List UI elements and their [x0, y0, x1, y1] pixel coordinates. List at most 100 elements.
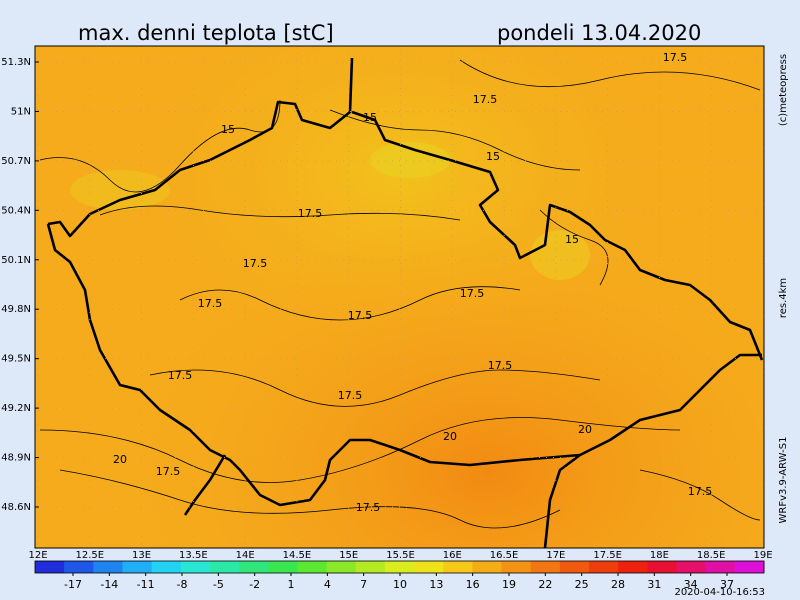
contour-label: 15: [363, 111, 377, 124]
country-border: [46, 57, 764, 549]
colorbar-label: 37: [720, 578, 734, 591]
colorbar-swatch: [297, 561, 328, 573]
resolution: res.4km: [778, 278, 789, 318]
colorbar-label: -14: [100, 578, 118, 591]
colorbar-swatch: [530, 561, 561, 573]
colorbar-label: 13: [429, 578, 443, 591]
colorbar-label: -8: [177, 578, 188, 591]
contour-line: [99, 205, 461, 221]
lat-label: 48.6N: [1, 502, 31, 513]
colorbar-label: -5: [213, 578, 224, 591]
contour-line: [539, 209, 609, 286]
colorbar-swatch: [414, 561, 444, 573]
contour-label: 20: [578, 423, 592, 436]
colorbar-swatch: [151, 561, 182, 573]
colorbar-label: 7: [360, 578, 367, 591]
colorbar-label: 28: [611, 578, 625, 591]
colorbar-swatch: [355, 561, 386, 573]
colorbar-label: 1: [288, 578, 295, 591]
timestamp: 2020-04-10-16:53: [674, 587, 765, 598]
contour-line: [39, 99, 281, 193]
contour-label: 17.5: [168, 369, 193, 382]
contour-line: [179, 286, 521, 321]
contour-label: 17.5: [473, 93, 498, 106]
contour-label: 17.5: [338, 389, 363, 402]
contours: [39, 59, 761, 529]
colorbar-swatch: [472, 561, 503, 573]
contour-label: 17.5: [198, 297, 223, 310]
colorbar-label: 4: [324, 578, 331, 591]
lon-label: 12.5E: [75, 550, 104, 561]
colorbar-swatch: [618, 561, 648, 573]
colorbar-label: 22: [538, 578, 552, 591]
colorbar-label: -2: [249, 578, 260, 591]
colorbar-label: 34: [684, 578, 698, 591]
lon-label: 13.5E: [179, 550, 208, 561]
colorbar-swatch: [35, 561, 65, 573]
colorbar-label: 16: [466, 578, 480, 591]
colorbar-swatch: [676, 561, 707, 573]
contour-label: 17.5: [156, 465, 181, 478]
contour-label: 17.5: [460, 287, 485, 300]
map-date: pondeli 13.04.2020: [497, 21, 701, 45]
contour-line: [149, 369, 601, 407]
colorbar-swatch: [734, 561, 765, 573]
colorbar-label: 25: [575, 578, 589, 591]
colorbar-swatch: [209, 561, 240, 573]
warm-area: [35, 46, 764, 548]
colorbar-swatch: [326, 561, 357, 573]
colorbar-swatch: [239, 561, 269, 573]
contour-label: 15: [221, 123, 235, 136]
lon-label: 15E: [339, 550, 358, 561]
lon-label: 19E: [753, 550, 772, 561]
contour-line: [39, 417, 681, 483]
colorbar-label: -17: [64, 578, 82, 591]
colorbar-label: 31: [647, 578, 661, 591]
colorbar-swatch: [64, 561, 94, 573]
colorbar-swatch: [501, 561, 532, 573]
lat-label: 48.9N: [1, 453, 31, 464]
colorbar-swatch: [122, 561, 153, 573]
lat-label: 51N: [11, 106, 31, 117]
lat-label: 51.3N: [1, 57, 31, 68]
colorbar-label: 19: [502, 578, 516, 591]
contour-label: 17.5: [298, 207, 323, 220]
colorbar-swatch: [443, 561, 473, 573]
contour-label: 17.5: [488, 359, 513, 372]
contour-label: 17.5: [243, 257, 268, 270]
lat-label: 49.8N: [1, 304, 31, 315]
contour-label: 20: [443, 430, 457, 443]
colorbar-swatch: [589, 561, 619, 573]
lon-label: 13E: [132, 550, 151, 561]
cool-spot: [70, 170, 170, 210]
lon-label: 16.5E: [490, 550, 519, 561]
contour-label: 20: [113, 453, 127, 466]
contour-label: 15: [565, 233, 579, 246]
lon-label: 17.5E: [593, 550, 622, 561]
lat-label: 50.7N: [1, 156, 31, 167]
lon-label: 18.5E: [697, 550, 726, 561]
lon-label: 12E: [28, 550, 47, 561]
copyright: (c)meteopress: [778, 54, 789, 126]
colorbar-label: -11: [137, 578, 155, 591]
lon-label: 14.5E: [283, 550, 312, 561]
lon-label: 15.5E: [386, 550, 415, 561]
model-name: WRFv3.9-ARW-S1: [778, 437, 789, 524]
lon-label: 14E: [236, 550, 255, 561]
colorbar-swatch: [705, 561, 736, 573]
map-frame: [34, 45, 765, 549]
colorbar-swatch: [268, 561, 298, 573]
contour-label: 17.5: [348, 309, 373, 322]
lon-label: 17E: [546, 550, 565, 561]
colorbar-label: 10: [393, 578, 407, 591]
cool-spot: [370, 142, 450, 178]
contour-label: 17.5: [356, 501, 381, 514]
colorbar-swatch: [180, 561, 211, 573]
contour-label: 17.5: [688, 485, 713, 498]
lat-label: 49.5N: [1, 354, 31, 365]
colorbar-swatch: [384, 561, 415, 573]
colorbar-swatch: [647, 561, 678, 573]
contour-label: 17.5: [663, 51, 688, 64]
